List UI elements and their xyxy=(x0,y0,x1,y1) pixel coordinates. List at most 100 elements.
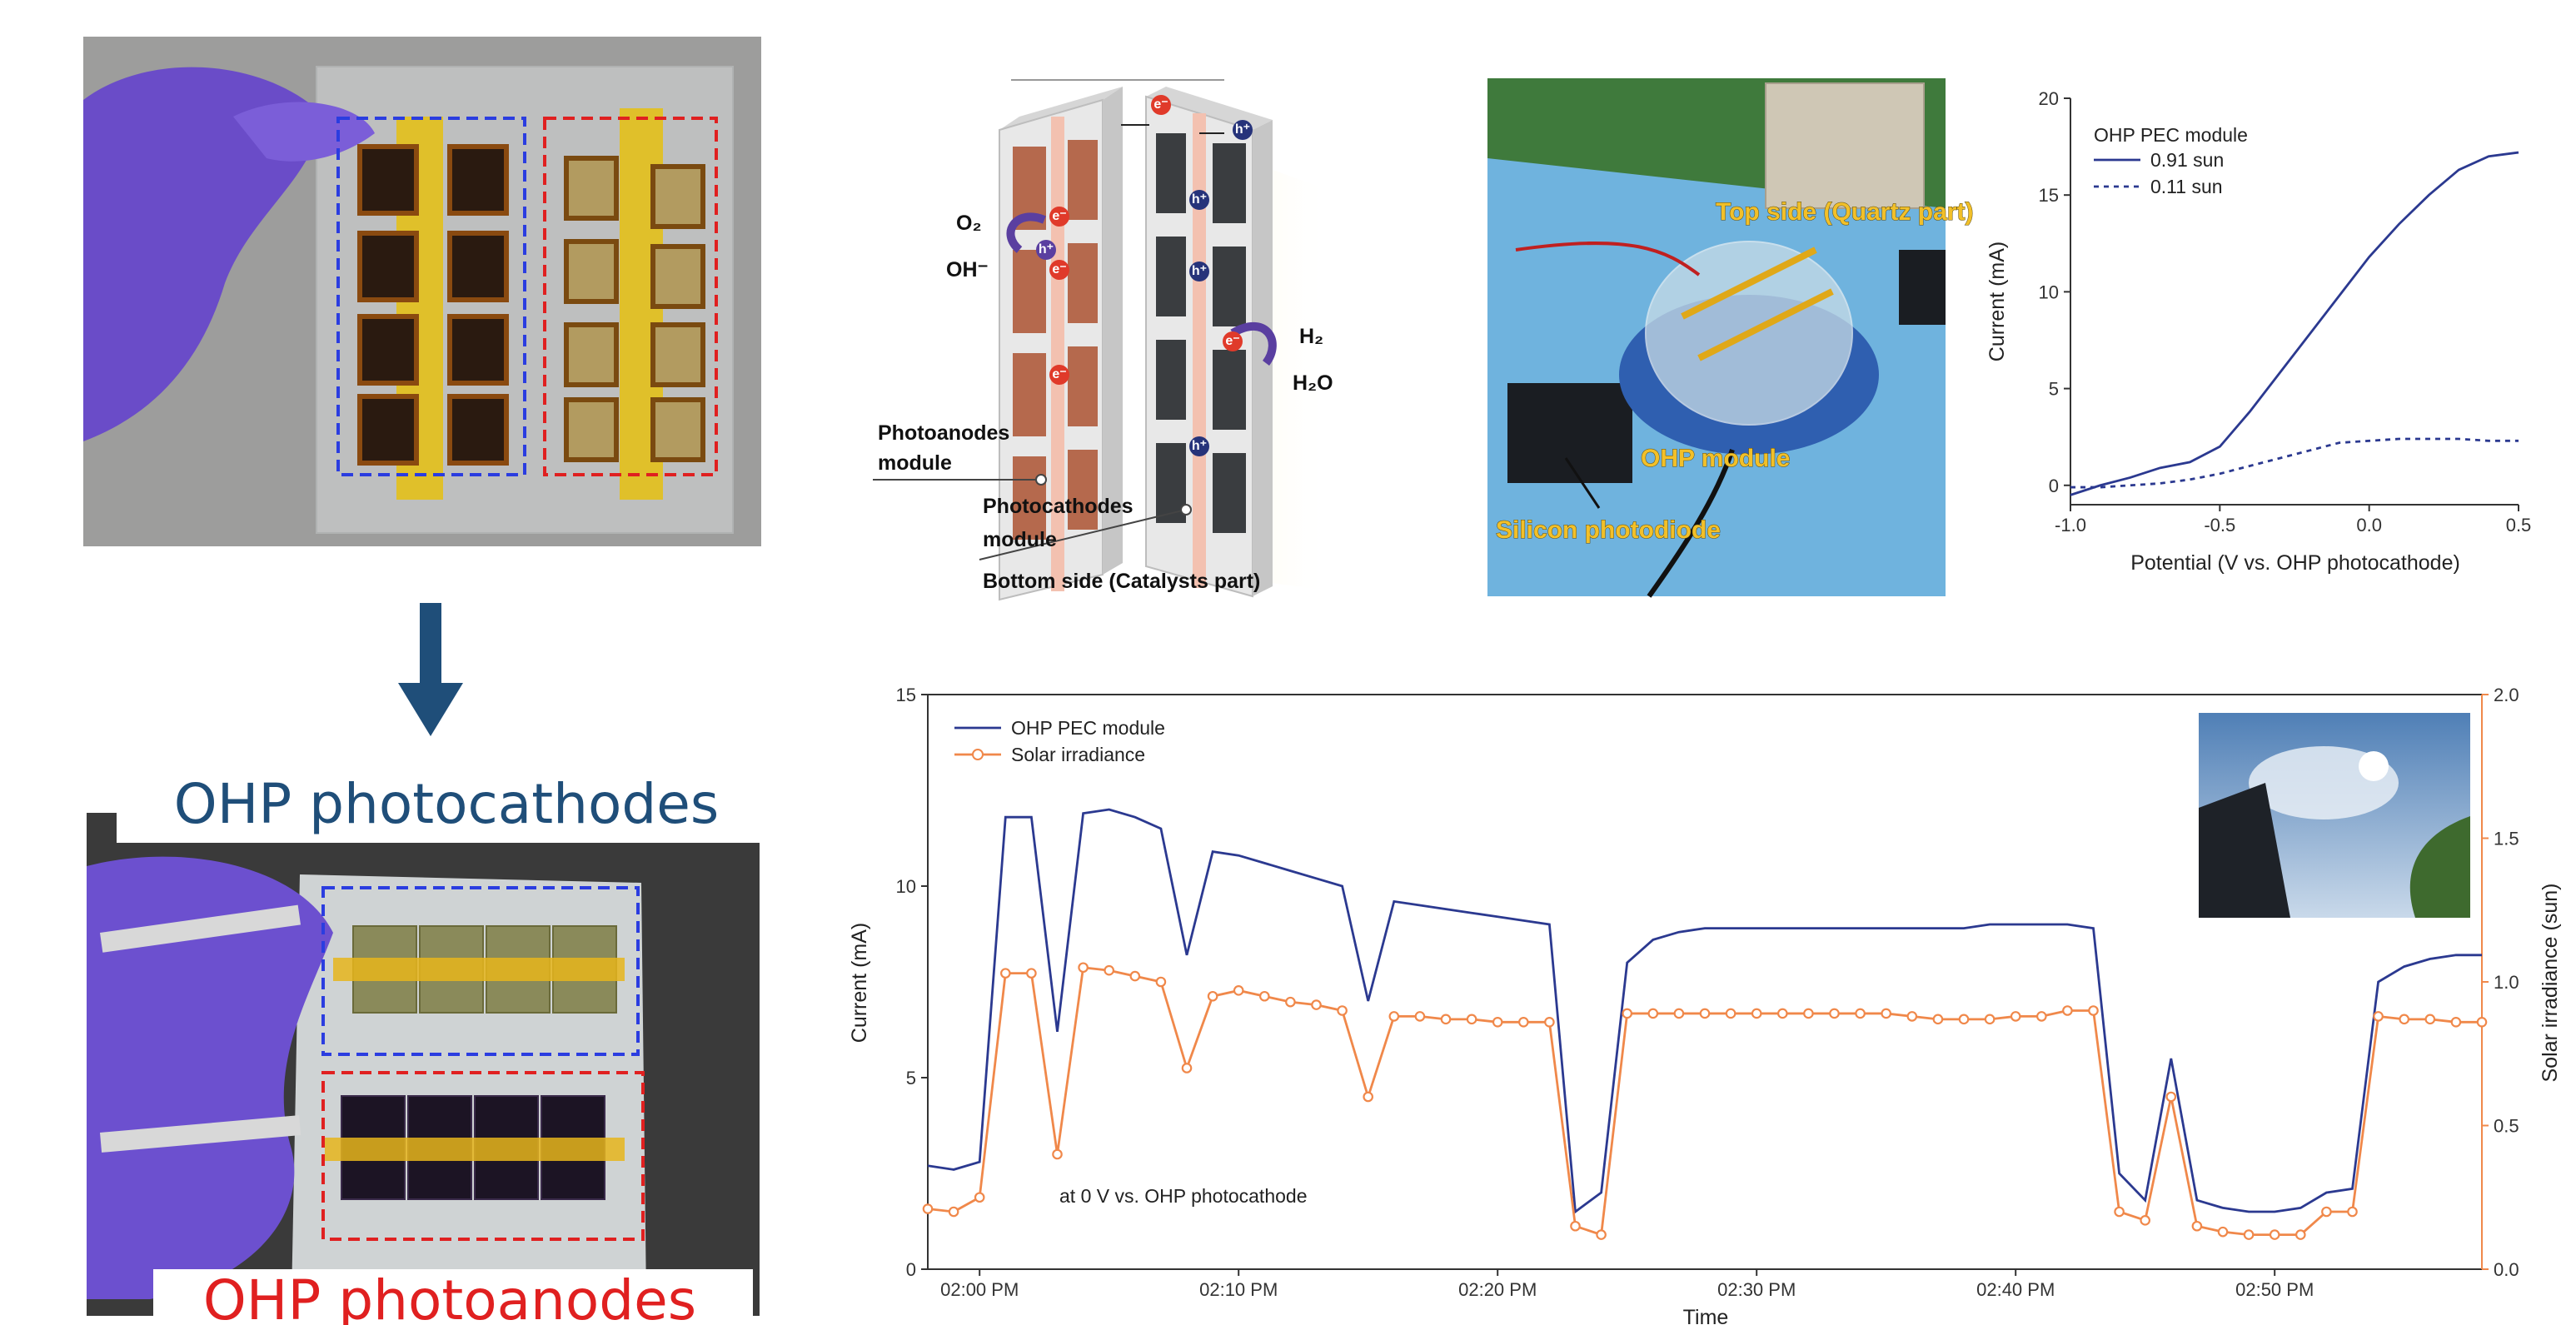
legend-label: 0.91 sun xyxy=(2150,149,2224,171)
y2-axis-title: Solar irradiance (sun) xyxy=(2539,884,2562,1083)
series-marker xyxy=(1571,1222,1579,1230)
series-marker xyxy=(1493,1018,1502,1026)
photo-setup: Top side (Quartz part) OHP module Silico… xyxy=(1487,78,1973,596)
photocathodes-label: OHP photocathodes xyxy=(174,772,719,836)
series-marker xyxy=(1390,1012,1398,1020)
series-marker xyxy=(1416,1012,1424,1020)
y2-tick-label: 0.0 xyxy=(2494,1259,2519,1280)
x-tick-label: 02:50 PM xyxy=(2235,1279,2314,1300)
species-label: H₂O xyxy=(1293,371,1333,395)
series-marker xyxy=(1312,1000,1320,1009)
series-marker xyxy=(1286,998,1294,1006)
series-marker xyxy=(1986,1015,1994,1024)
carrier: h⁺ xyxy=(1235,122,1250,137)
y-axis-title: Current (mA) xyxy=(848,923,871,1043)
series-marker xyxy=(1726,1009,1735,1018)
x-axis-title: Potential (V vs. OHP photocathode) xyxy=(2130,551,2460,575)
sky-photo xyxy=(2199,713,2470,918)
series-marker xyxy=(2478,1018,2486,1026)
series-marker xyxy=(1079,964,1087,972)
x-tick-label: 02:00 PM xyxy=(940,1279,1019,1300)
legend-label: OHP PEC module xyxy=(1011,717,1165,739)
series-marker xyxy=(1701,1009,1709,1018)
legend-label: 0.11 sun xyxy=(2150,176,2223,197)
series-marker xyxy=(2089,1006,2097,1014)
photoanodes-label: OHP photoanodes xyxy=(203,1268,696,1325)
series-marker xyxy=(1234,986,1243,994)
down-arrow xyxy=(398,603,463,736)
y-axis-title: Current (mA) xyxy=(1986,242,2009,361)
series-marker xyxy=(924,1204,932,1213)
photo-label: OHP module xyxy=(1641,445,1790,472)
series-marker xyxy=(2245,1230,2253,1238)
series-marker xyxy=(949,1208,958,1216)
series-marker xyxy=(2115,1208,2123,1216)
page-body: { "labels": {"photocathodes": "OHP photo… xyxy=(0,0,2576,1325)
carrier: h⁺ xyxy=(1192,192,1207,207)
x-tick-label: 02:30 PM xyxy=(1717,1279,1796,1300)
y-tick-label: 20 xyxy=(2039,88,2059,109)
series-marker xyxy=(1830,1009,1838,1018)
x-tick-label: -1.0 xyxy=(2055,515,2086,535)
x-axis-title: Time xyxy=(1683,1306,1729,1325)
series-marker xyxy=(1131,972,1139,980)
module-label: module xyxy=(878,451,952,475)
y-tick-label: 15 xyxy=(896,685,916,705)
series-marker xyxy=(1467,1015,1476,1024)
legend-label: Solar irradiance xyxy=(1011,744,1145,765)
x-tick-label: 0.0 xyxy=(2356,515,2382,535)
species-label: OH⁻ xyxy=(946,258,989,281)
y-tick-label: 5 xyxy=(2049,379,2059,400)
page: OHP PEC module figure html, body { margi… xyxy=(0,0,2576,1325)
series-marker xyxy=(2400,1015,2409,1024)
photo-device-bottom xyxy=(87,813,760,1316)
y2-tick-label: 2.0 xyxy=(2494,685,2519,705)
series-line xyxy=(2070,152,2519,495)
figure: OHP photocathodes OHP photoanodes xyxy=(0,0,2576,1325)
carrier: e⁻ xyxy=(1153,97,1168,112)
series-marker xyxy=(1157,978,1165,986)
series-marker xyxy=(1105,966,1114,974)
series-marker xyxy=(1960,1015,1968,1024)
series-marker xyxy=(1519,1018,1527,1026)
series-marker xyxy=(1675,1009,1683,1018)
series-marker xyxy=(2141,1216,2150,1224)
photo-device-top xyxy=(83,37,761,546)
module-label: Photocathodes xyxy=(983,495,1134,518)
carrier: h⁺ xyxy=(1039,242,1054,257)
series-marker xyxy=(1597,1230,1605,1238)
series-marker xyxy=(1778,1009,1786,1018)
carrier: e⁻ xyxy=(1052,209,1066,223)
series-marker xyxy=(2374,1012,2382,1020)
series-marker xyxy=(2348,1208,2356,1216)
series-marker xyxy=(1364,1093,1373,1101)
series-marker xyxy=(2011,1012,2020,1020)
y-tick-label: 10 xyxy=(2039,281,2059,302)
carrier: e⁻ xyxy=(1225,334,1239,348)
series-marker xyxy=(1856,1009,1864,1018)
series-marker xyxy=(1882,1009,1891,1018)
series-marker xyxy=(2452,1018,2460,1026)
series-marker xyxy=(1027,969,1035,977)
legend-title: OHP PEC module xyxy=(2094,124,2248,146)
carrier: e⁻ xyxy=(1052,367,1066,381)
series-marker xyxy=(1623,1009,1632,1018)
series-marker xyxy=(975,1193,984,1202)
series-marker xyxy=(2037,1012,2045,1020)
y-tick-label: 0 xyxy=(906,1259,916,1280)
series-marker xyxy=(1001,969,1009,977)
series-marker xyxy=(2193,1222,2201,1230)
series-marker xyxy=(2063,1006,2071,1014)
series-marker xyxy=(1752,1009,1761,1018)
series-marker xyxy=(1442,1015,1450,1024)
annotation: at 0 V vs. OHP photocathode xyxy=(1059,1185,1307,1207)
y-tick-label: 5 xyxy=(906,1068,916,1088)
legend-marker xyxy=(973,750,983,760)
carrier: h⁺ xyxy=(1192,264,1207,278)
series-line xyxy=(2070,439,2519,487)
series-marker xyxy=(2426,1015,2434,1024)
carrier: h⁺ xyxy=(1192,439,1207,453)
x-tick-label: 02:20 PM xyxy=(1458,1279,1537,1300)
series-marker xyxy=(1053,1150,1061,1158)
